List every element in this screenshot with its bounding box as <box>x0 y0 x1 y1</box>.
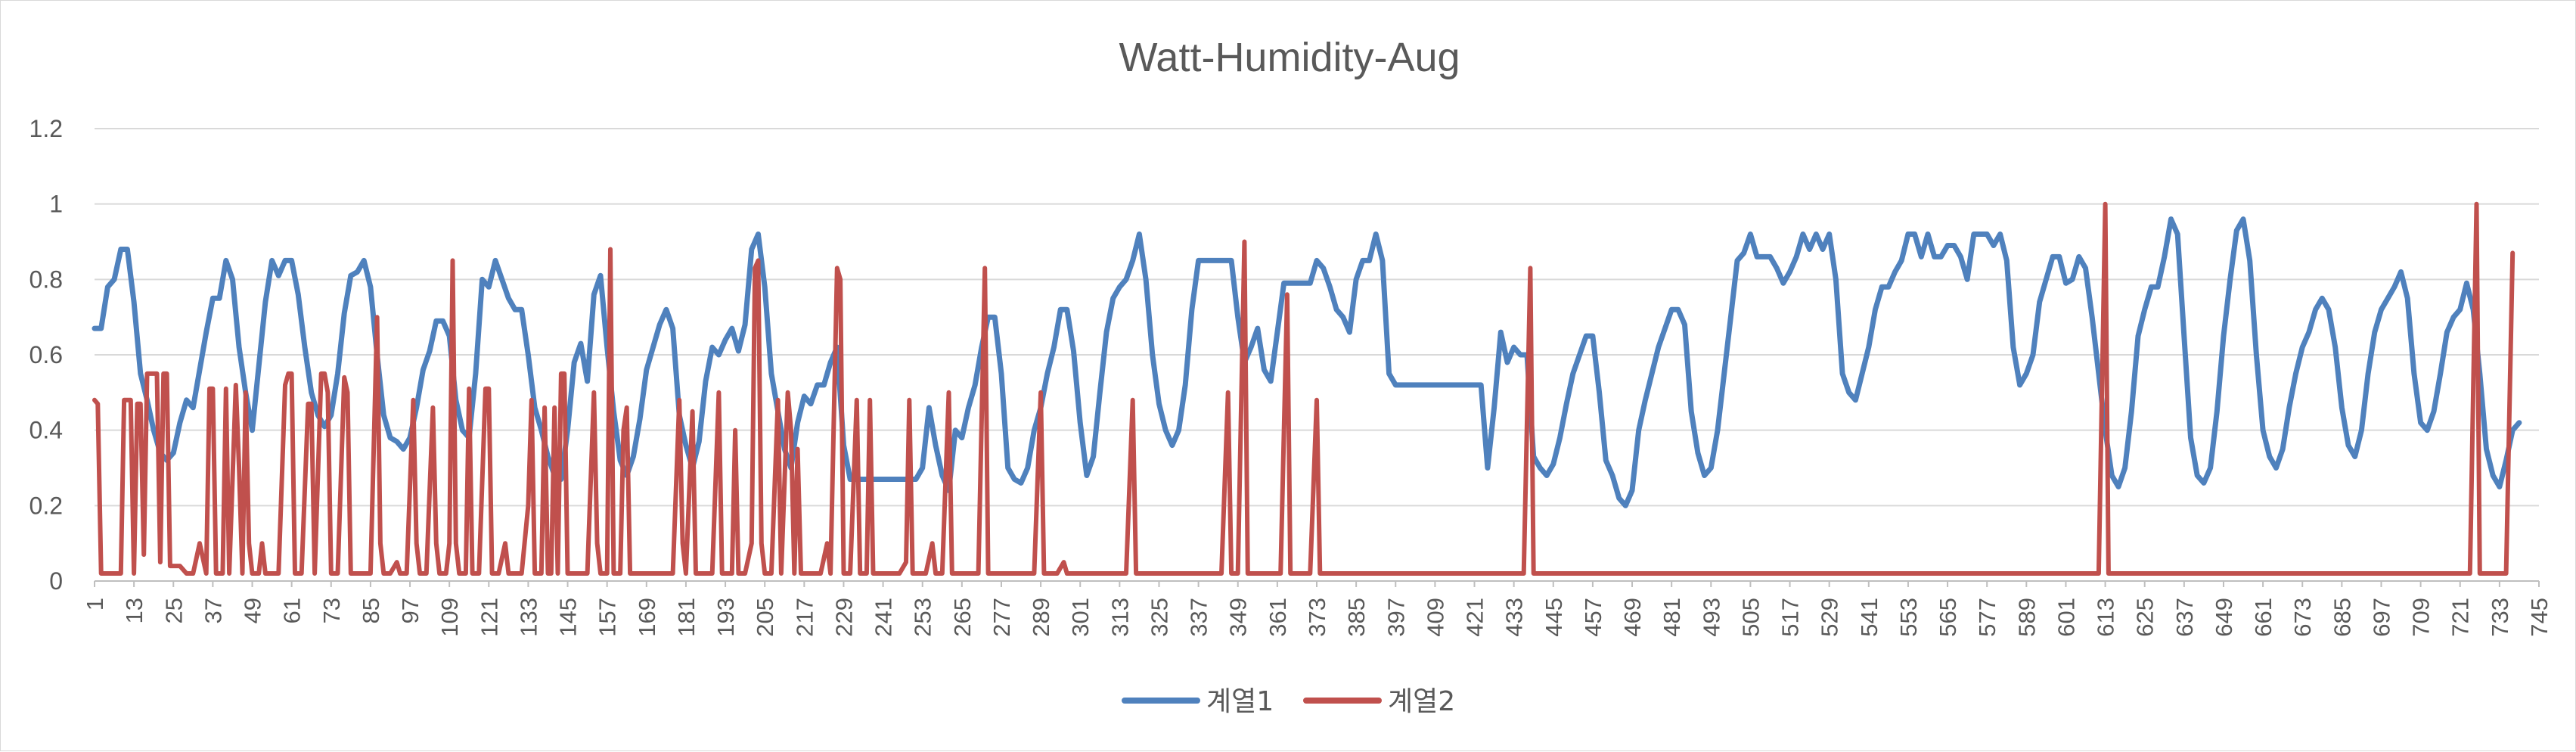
y-tick-label: 1 <box>49 191 63 218</box>
legend: 계열1 계열2 <box>1122 686 1455 717</box>
x-tick-label: 133 <box>515 598 542 637</box>
x-tick-label: 433 <box>1501 598 1528 637</box>
x-tick-label: 409 <box>1422 598 1448 637</box>
y-tick-label: 0 <box>49 567 63 595</box>
x-tick-label: 361 <box>1265 598 1291 637</box>
x-tick-label: 589 <box>2013 598 2040 637</box>
x-tick-label: 493 <box>1698 598 1724 637</box>
y-axis-ticks: 0 0.2 0.4 0.6 0.8 1 1.2 <box>29 115 63 595</box>
series-line-1 <box>92 216 2522 508</box>
legend-label-2: 계열2 <box>1388 686 1455 717</box>
x-tick-label: 709 <box>2408 598 2435 637</box>
y-tick-label: 0.4 <box>29 417 63 444</box>
x-tick-label: 253 <box>910 598 936 637</box>
x-tick-label: 481 <box>1659 598 1685 637</box>
x-tick-label: 625 <box>2132 598 2159 637</box>
x-tick-label: 673 <box>2289 598 2316 637</box>
x-tick-label: 553 <box>1895 598 1922 637</box>
y-tick-label: 0.2 <box>29 492 63 519</box>
x-tick-label: 73 <box>318 598 345 623</box>
x-tick-label: 505 <box>1737 598 1764 637</box>
y-tick-label: 0.8 <box>29 266 63 293</box>
x-tick-label: 517 <box>1777 598 1804 637</box>
x-tick-label: 145 <box>555 598 582 637</box>
x-tick-label: 601 <box>2053 598 2079 637</box>
x-tick-label: 313 <box>1106 598 1133 637</box>
series-line-2 <box>92 201 2515 576</box>
x-tick-label: 697 <box>2368 598 2394 637</box>
x-tick-label: 397 <box>1383 598 1409 637</box>
chart-title: Watt-Humidity-Aug <box>1119 35 1460 80</box>
x-tick-label: 577 <box>1974 598 2000 637</box>
x-tick-label: 541 <box>1856 598 1882 637</box>
x-tick-label: 529 <box>1817 598 1843 637</box>
x-tick-label: 649 <box>2211 598 2237 637</box>
x-tick-label: 265 <box>949 598 976 637</box>
x-tick-label: 349 <box>1225 598 1252 637</box>
x-tick-label: 337 <box>1186 598 1212 637</box>
x-tick-label: 445 <box>1541 598 1567 637</box>
x-tick-label: 157 <box>594 598 621 637</box>
x-tick-label: 745 <box>2526 598 2553 637</box>
x-tick-label: 637 <box>2171 598 2198 637</box>
x-tick-label: 613 <box>2093 598 2119 637</box>
x-tick-label: 217 <box>791 598 818 637</box>
x-tick-label: 661 <box>2250 598 2277 637</box>
series-layer <box>92 201 2522 576</box>
x-tick-label: 205 <box>752 598 778 637</box>
x-tick-label: 721 <box>2447 598 2474 637</box>
x-tick-label: 1 <box>82 598 108 611</box>
x-tick-label: 325 <box>1146 598 1172 637</box>
x-tick-label: 13 <box>121 598 147 623</box>
x-tick-label: 229 <box>830 598 857 637</box>
x-tick-label: 685 <box>2329 598 2355 637</box>
y-tick-label: 0.6 <box>29 341 63 368</box>
x-tick-label: 457 <box>1580 598 1606 637</box>
x-tick-label: 565 <box>1935 598 1961 637</box>
x-tick-label: 37 <box>200 598 226 623</box>
x-tick-label: 193 <box>712 598 739 637</box>
x-tick-label: 169 <box>634 598 660 637</box>
x-tick-label: 373 <box>1304 598 1330 637</box>
x-axis-ticks: 1 13 25 37 49 61 73 85 97 109 121 133 145 157 169 181 19… <box>82 581 2553 637</box>
x-tick-label: 85 <box>358 598 384 623</box>
x-tick-label: 25 <box>160 598 187 623</box>
x-tick-label: 469 <box>1619 598 1646 637</box>
x-tick-label: 733 <box>2487 598 2513 637</box>
x-tick-label: 49 <box>240 598 266 623</box>
x-tick-label: 61 <box>279 598 306 623</box>
x-tick-label: 97 <box>397 598 424 623</box>
x-tick-label: 109 <box>436 598 463 637</box>
x-tick-label: 301 <box>1067 598 1094 637</box>
legend-label-1: 계열1 <box>1206 686 1274 717</box>
x-tick-label: 289 <box>1028 598 1054 637</box>
y-tick-label: 1.2 <box>29 115 63 142</box>
x-tick-label: 421 <box>1462 598 1488 637</box>
x-tick-label: 241 <box>871 598 897 637</box>
x-tick-label: 277 <box>989 598 1015 637</box>
x-tick-label: 121 <box>476 598 502 637</box>
x-tick-label: 181 <box>673 598 700 637</box>
x-tick-label: 385 <box>1343 598 1370 637</box>
